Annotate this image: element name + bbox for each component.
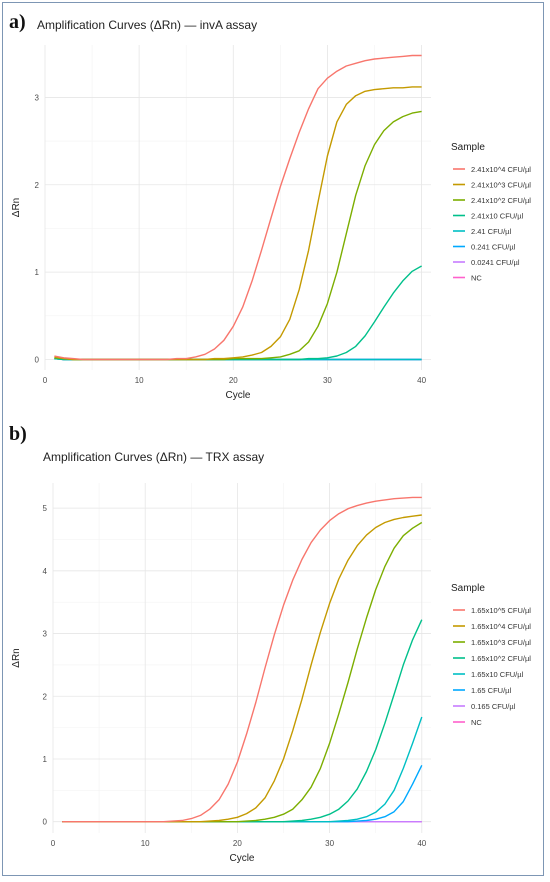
- legend-entry: NC: [471, 273, 482, 282]
- legend-entry: 1.65x10^5 CFU/µl: [471, 606, 531, 615]
- grid: [44, 45, 431, 370]
- legend-entry: 0.0241 CFU/µl: [471, 258, 520, 267]
- series-lines: [54, 54, 422, 361]
- series-line: [54, 54, 422, 361]
- y-tick-label: 4: [43, 567, 48, 576]
- legend-entry: 0.165 CFU/µl: [471, 702, 516, 711]
- x-tick-label: 0: [51, 839, 56, 848]
- x-axis-label: Cycle: [229, 853, 254, 864]
- legend-entry: 2.41x10^2 CFU/µl: [471, 196, 531, 205]
- legend-entry: 2.41x10 CFU/µl: [471, 211, 524, 220]
- amplification-chart-a: 0 10 20 30 40 0 1 2 3 Cycle ΔRn Sample 2.41x10^4 CFU…: [11, 45, 531, 401]
- series-line: [62, 764, 423, 823]
- y-tick-label: 1: [35, 268, 40, 277]
- legend-title: Sample: [451, 583, 485, 594]
- y-tick-label: 3: [43, 630, 48, 639]
- x-tick-label: 20: [229, 376, 238, 385]
- panel-label-a: a): [9, 11, 26, 33]
- series-line: [62, 496, 422, 823]
- y-tick-label: 0: [35, 356, 40, 365]
- series-line: [54, 265, 422, 361]
- x-tick-label: 20: [233, 839, 242, 848]
- y-axis-label: ΔRn: [11, 648, 22, 667]
- series-line: [62, 619, 423, 823]
- grid: [52, 483, 431, 833]
- series-line: [62, 514, 422, 823]
- x-tick-label: 40: [417, 839, 426, 848]
- legend-entry: 2.41x10^4 CFU/µl: [471, 165, 531, 174]
- amplification-chart-b: 0 10 20 30 40 0 1 2 3 4 5 Cycle ΔRn Sample 1.65x10^5 C…: [11, 483, 531, 864]
- x-tick-label: 10: [135, 376, 144, 385]
- legend-entry: 2.41x10^3 CFU/µl: [471, 180, 531, 189]
- legend-entry: 1.65x10^2 CFU/µl: [471, 654, 531, 663]
- x-tick-label: 40: [417, 376, 426, 385]
- x-tick-label: 30: [325, 839, 334, 848]
- series-lines: [62, 496, 423, 823]
- figure-frame: a) Amplification Curves (ΔRn) — invA ass…: [2, 2, 544, 876]
- series-line: [62, 521, 423, 823]
- legend: Sample 2.41x10^4 CFU/µl 2.41x10^3 CFU/µl 2.…: [451, 142, 531, 282]
- legend: Sample 1.65x10^5 CFU/µl 1.65x10^4 CFU/µl 1.…: [451, 583, 531, 727]
- chart-title-b: Amplification Curves (ΔRn) — TRX assay: [43, 450, 265, 464]
- y-tick-label: 0: [43, 818, 48, 827]
- series-line: [54, 110, 422, 361]
- legend-entry: 1.65x10^3 CFU/µl: [471, 638, 531, 647]
- legend-title: Sample: [451, 142, 485, 153]
- chart-title-a: Amplification Curves (ΔRn) — invA assay: [37, 18, 258, 32]
- y-axis-label: ΔRn: [11, 198, 22, 217]
- x-tick-label: 0: [43, 376, 48, 385]
- x-axis-label: Cycle: [225, 390, 250, 401]
- x-tick-label: 10: [141, 839, 150, 848]
- legend-entry: 1.65x10 CFU/µl: [471, 670, 524, 679]
- y-tick-label: 2: [35, 181, 40, 190]
- y-tick-label: 2: [43, 692, 48, 701]
- y-tick-label: 1: [43, 755, 48, 764]
- legend-entry: 0.241 CFU/µl: [471, 242, 516, 251]
- legend-entry: NC: [471, 718, 482, 727]
- series-line: [54, 86, 422, 361]
- y-tick-label: 3: [35, 93, 40, 102]
- legend-entry: 1.65x10^4 CFU/µl: [471, 622, 531, 631]
- legend-entry: 2.41 CFU/µl: [471, 227, 511, 236]
- legend-entry: 1.65 CFU/µl: [471, 686, 511, 695]
- y-tick-label: 5: [43, 504, 48, 513]
- x-tick-label: 30: [323, 376, 332, 385]
- panel-label-b: b): [9, 423, 27, 445]
